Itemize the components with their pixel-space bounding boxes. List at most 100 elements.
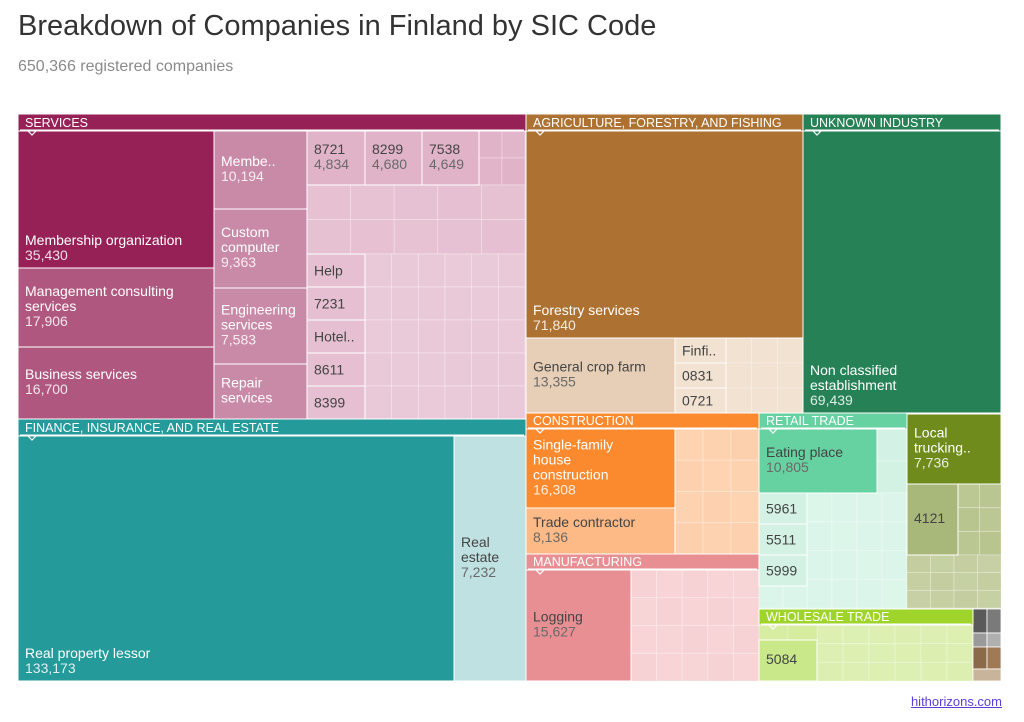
minor-category-tile[interactable] — [417, 286, 446, 321]
minor-category-tile[interactable] — [497, 253, 526, 288]
minor-category-tile[interactable] — [782, 585, 808, 609]
minor-category-tile[interactable] — [393, 184, 439, 220]
minor-category-tile[interactable] — [946, 661, 974, 682]
minor-category-tile[interactable] — [751, 362, 778, 389]
minor-category-tile[interactable] — [391, 385, 419, 420]
minor-category-tile[interactable] — [816, 643, 844, 663]
minor-category-tile[interactable] — [953, 572, 978, 591]
tile-4121[interactable] — [906, 483, 959, 556]
minor-category-tile[interactable] — [894, 661, 922, 682]
minor-category-tile[interactable] — [674, 491, 704, 524]
minor-category-tile[interactable] — [730, 459, 760, 492]
minor-category-tile[interactable] — [364, 352, 393, 387]
minor-category-tile[interactable] — [776, 387, 804, 414]
minor-category-tile[interactable] — [972, 646, 988, 670]
minor-category-tile[interactable] — [725, 362, 753, 389]
minor-category-tile[interactable] — [733, 597, 760, 626]
minor-category-tile[interactable] — [816, 624, 844, 645]
tile-business-services[interactable] — [17, 346, 215, 420]
minor-category-tile[interactable] — [894, 643, 922, 663]
minor-category-tile[interactable] — [725, 387, 753, 414]
minor-category-tile[interactable] — [831, 550, 858, 580]
minor-category-tile[interactable] — [842, 661, 870, 682]
minor-category-tile[interactable] — [733, 625, 760, 654]
tile-general-crop-farm[interactable] — [525, 337, 676, 414]
minor-category-tile[interactable] — [856, 521, 883, 551]
minor-category-tile[interactable] — [842, 624, 870, 645]
minor-category-tile[interactable] — [630, 652, 658, 682]
minor-category-tile[interactable] — [391, 286, 419, 321]
minor-category-tile[interactable] — [630, 569, 658, 599]
minor-category-tile[interactable] — [787, 624, 818, 641]
minor-category-tile[interactable] — [471, 385, 499, 420]
minor-category-tile[interactable] — [725, 337, 753, 364]
tile-5084[interactable] — [758, 639, 818, 682]
minor-category-tile[interactable] — [501, 130, 526, 159]
minor-category-tile[interactable] — [702, 459, 732, 492]
minor-category-tile[interactable] — [306, 219, 351, 255]
minor-category-tile[interactable] — [972, 632, 988, 648]
minor-category-tile[interactable] — [417, 253, 446, 288]
minor-category-tile[interactable] — [417, 319, 446, 354]
minor-category-tile[interactable] — [986, 608, 1002, 634]
minor-category-tile[interactable] — [868, 661, 896, 682]
minor-category-tile[interactable] — [906, 572, 931, 591]
minor-category-tile[interactable] — [471, 319, 499, 354]
minor-category-tile[interactable] — [497, 352, 526, 387]
minor-category-tile[interactable] — [972, 668, 1002, 682]
minor-category-tile[interactable] — [444, 352, 473, 387]
minor-category-tile[interactable] — [656, 569, 683, 599]
minor-category-tile[interactable] — [986, 632, 1002, 648]
minor-category-tile[interactable] — [894, 624, 922, 645]
minor-category-tile[interactable] — [444, 319, 473, 354]
tile-non-classified-establishment[interactable] — [802, 130, 1002, 414]
minor-category-tile[interactable] — [831, 578, 858, 609]
minor-category-tile[interactable] — [930, 554, 955, 574]
minor-category-tile[interactable] — [979, 483, 1002, 509]
minor-category-tile[interactable] — [920, 643, 948, 663]
minor-category-tile[interactable] — [497, 286, 526, 321]
minor-category-tile[interactable] — [876, 428, 908, 462]
minor-category-tile[interactable] — [806, 521, 833, 551]
minor-category-tile[interactable] — [946, 624, 974, 645]
minor-category-tile[interactable] — [776, 337, 804, 364]
minor-category-tile[interactable] — [881, 578, 908, 609]
minor-category-tile[interactable] — [674, 522, 704, 555]
tile-hotel[interactable] — [306, 319, 366, 354]
minor-category-tile[interactable] — [391, 352, 419, 387]
minor-category-tile[interactable] — [437, 219, 482, 255]
minor-category-tile[interactable] — [702, 522, 732, 555]
minor-category-tile[interactable] — [856, 550, 883, 580]
minor-category-tile[interactable] — [920, 624, 948, 645]
minor-category-tile[interactable] — [350, 219, 395, 255]
minor-category-tile[interactable] — [393, 219, 439, 255]
tile-logging[interactable] — [525, 569, 632, 682]
minor-category-tile[interactable] — [702, 428, 732, 461]
minor-category-tile[interactable] — [953, 554, 978, 574]
minor-category-tile[interactable] — [707, 625, 734, 654]
tile-5961[interactable] — [758, 492, 808, 525]
minor-category-tile[interactable] — [444, 253, 473, 288]
minor-category-tile[interactable] — [953, 589, 978, 609]
group-header-unknown-industry[interactable] — [802, 113, 1002, 132]
minor-category-tile[interactable] — [881, 550, 908, 580]
minor-category-tile[interactable] — [674, 428, 704, 461]
minor-category-tile[interactable] — [730, 491, 760, 524]
minor-category-tile[interactable] — [707, 597, 734, 626]
minor-category-tile[interactable] — [364, 286, 393, 321]
minor-category-tile[interactable] — [957, 507, 980, 532]
minor-category-tile[interactable] — [391, 319, 419, 354]
minor-category-tile[interactable] — [776, 362, 804, 389]
minor-category-tile[interactable] — [707, 569, 734, 599]
tile-help[interactable] — [306, 253, 366, 288]
minor-category-tile[interactable] — [906, 589, 931, 609]
minor-category-tile[interactable] — [364, 253, 393, 288]
tile-5999[interactable] — [758, 554, 808, 587]
minor-category-tile[interactable] — [957, 530, 980, 556]
minor-category-tile[interactable] — [733, 569, 760, 599]
minor-category-tile[interactable] — [979, 507, 1002, 532]
minor-category-tile[interactable] — [417, 385, 446, 420]
tile-8399[interactable] — [306, 385, 366, 420]
tile-0831[interactable] — [674, 362, 727, 389]
minor-category-tile[interactable] — [497, 385, 526, 420]
